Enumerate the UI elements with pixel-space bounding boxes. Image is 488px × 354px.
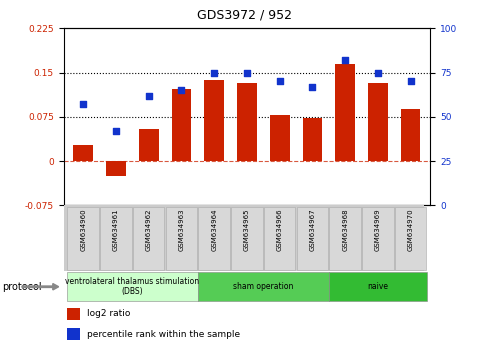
FancyBboxPatch shape: [100, 207, 131, 269]
Bar: [139, 129, 158, 161]
Point: [275, 79, 283, 84]
Text: ventrolateral thalamus stimulation
(DBS): ventrolateral thalamus stimulation (DBS): [65, 277, 199, 296]
Text: GSM634969: GSM634969: [374, 209, 380, 251]
Text: GSM634968: GSM634968: [342, 209, 347, 251]
Text: GSM634966: GSM634966: [276, 209, 282, 251]
Bar: [204, 80, 224, 161]
Bar: [67, 308, 80, 320]
Point: [308, 84, 316, 90]
Point: [341, 57, 348, 63]
Text: sham operation: sham operation: [233, 282, 293, 291]
Bar: [302, 118, 322, 161]
FancyBboxPatch shape: [231, 207, 262, 269]
FancyBboxPatch shape: [296, 207, 327, 269]
FancyBboxPatch shape: [394, 207, 426, 269]
Bar: [269, 115, 289, 161]
FancyBboxPatch shape: [264, 207, 295, 269]
Bar: [171, 89, 191, 161]
Text: GSM634964: GSM634964: [211, 209, 217, 251]
Point: [144, 93, 152, 98]
Bar: [237, 83, 256, 161]
Bar: [73, 144, 93, 161]
FancyBboxPatch shape: [198, 272, 328, 301]
Bar: [106, 161, 125, 176]
Text: naive: naive: [366, 282, 387, 291]
FancyBboxPatch shape: [362, 207, 393, 269]
Bar: [367, 83, 387, 161]
Point: [243, 70, 250, 75]
Point: [112, 128, 120, 134]
Point: [79, 102, 87, 107]
Text: GSM634970: GSM634970: [407, 209, 413, 251]
FancyBboxPatch shape: [198, 207, 229, 269]
Text: GSM634967: GSM634967: [309, 209, 315, 251]
FancyBboxPatch shape: [133, 207, 164, 269]
Text: GSM634961: GSM634961: [113, 209, 119, 251]
Text: GSM634960: GSM634960: [80, 209, 86, 251]
FancyBboxPatch shape: [67, 207, 99, 269]
FancyBboxPatch shape: [67, 272, 198, 301]
Point: [177, 87, 185, 93]
Text: GSM634962: GSM634962: [145, 209, 151, 251]
FancyBboxPatch shape: [329, 207, 360, 269]
Text: log2 ratio: log2 ratio: [87, 309, 130, 319]
Bar: [335, 64, 354, 161]
Point: [210, 70, 218, 75]
Text: GSM634965: GSM634965: [244, 209, 249, 251]
Point: [406, 79, 414, 84]
Text: GDS3972 / 952: GDS3972 / 952: [197, 9, 291, 22]
FancyBboxPatch shape: [328, 272, 426, 301]
Point: [373, 70, 381, 75]
Text: percentile rank within the sample: percentile rank within the sample: [87, 330, 240, 339]
Text: protocol: protocol: [2, 282, 42, 292]
Bar: [400, 109, 420, 161]
FancyBboxPatch shape: [165, 207, 197, 269]
Text: GSM634963: GSM634963: [178, 209, 184, 251]
Bar: [67, 329, 80, 340]
